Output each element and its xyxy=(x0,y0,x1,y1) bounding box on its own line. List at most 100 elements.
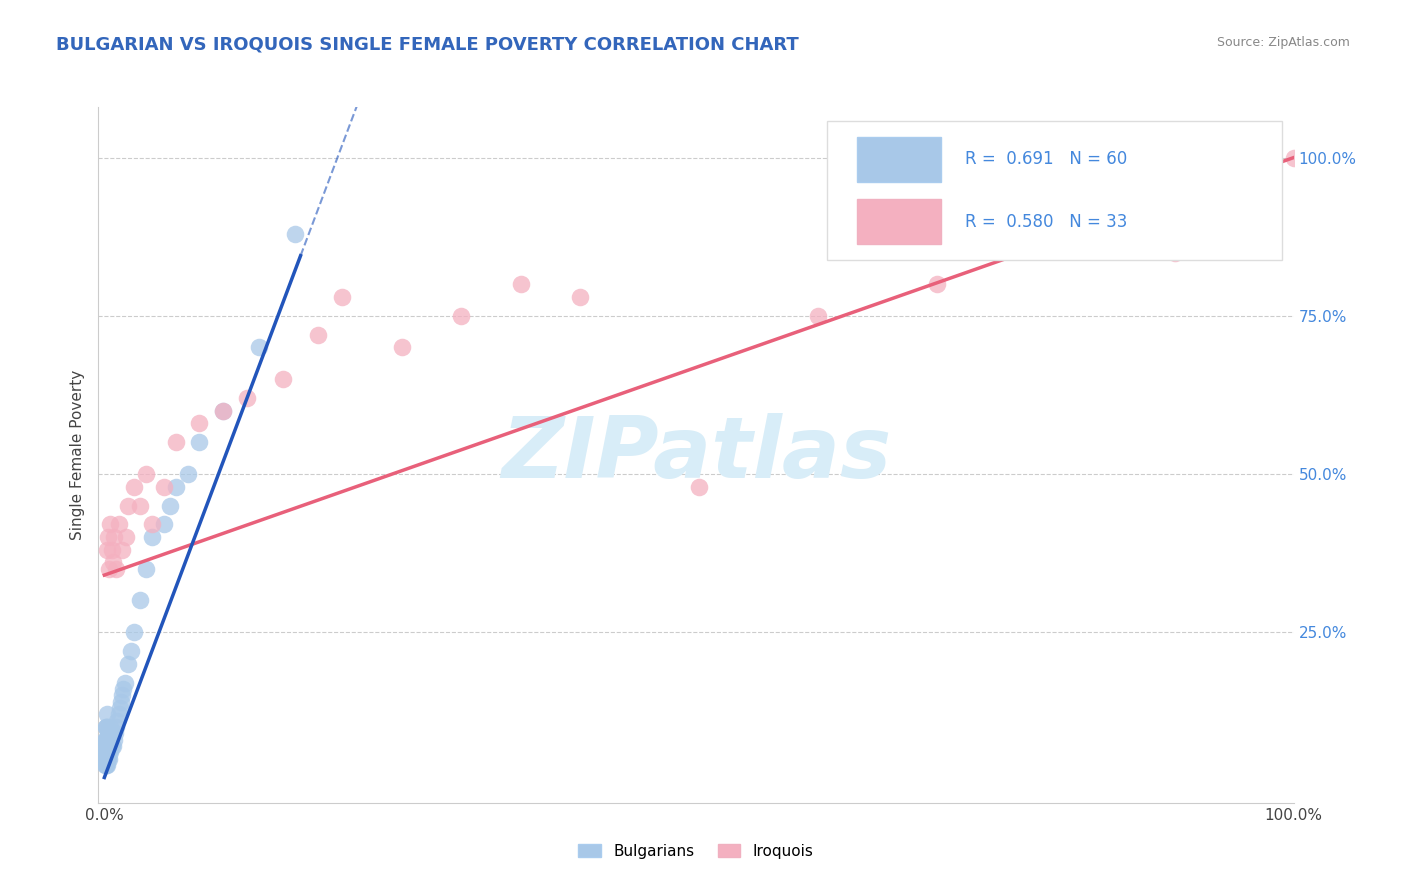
Point xyxy=(122,479,145,493)
Point xyxy=(925,277,948,292)
Point xyxy=(100,542,122,557)
Point xyxy=(97,751,120,765)
Point xyxy=(96,757,118,772)
Point xyxy=(96,739,118,753)
Point xyxy=(96,751,118,765)
Point xyxy=(96,542,118,557)
Point xyxy=(247,340,270,354)
FancyBboxPatch shape xyxy=(858,136,941,182)
Point xyxy=(188,417,211,431)
Point xyxy=(307,327,329,342)
Point xyxy=(271,372,294,386)
Point xyxy=(94,757,117,772)
Point xyxy=(94,745,117,759)
Point xyxy=(114,530,136,544)
Point xyxy=(94,757,117,772)
Point xyxy=(135,562,157,576)
Point xyxy=(112,681,135,696)
Point xyxy=(117,657,139,671)
Point xyxy=(111,542,134,557)
Point xyxy=(110,695,132,709)
Point xyxy=(100,726,122,740)
Point xyxy=(96,720,118,734)
Point xyxy=(98,751,121,765)
Point xyxy=(236,391,259,405)
Point xyxy=(188,435,211,450)
Point xyxy=(114,675,136,690)
Point xyxy=(107,517,129,532)
Point xyxy=(94,757,117,772)
Text: Source: ZipAtlas.com: Source: ZipAtlas.com xyxy=(1216,36,1350,49)
Point xyxy=(153,479,176,493)
Point xyxy=(94,745,117,759)
FancyBboxPatch shape xyxy=(858,199,941,244)
Point xyxy=(153,517,176,532)
Point xyxy=(159,499,181,513)
Point xyxy=(94,751,117,765)
Point xyxy=(98,739,121,753)
Point xyxy=(94,745,117,759)
Point xyxy=(97,745,120,759)
Point xyxy=(105,562,128,576)
Point xyxy=(94,720,117,734)
Point xyxy=(284,227,307,241)
Point xyxy=(94,720,117,734)
Point xyxy=(107,714,129,728)
Text: R =  0.691   N = 60: R = 0.691 N = 60 xyxy=(965,150,1128,169)
Point xyxy=(569,290,592,304)
Point xyxy=(330,290,353,304)
Point xyxy=(96,745,118,759)
Point xyxy=(807,309,830,323)
Point xyxy=(509,277,531,292)
Point xyxy=(122,625,145,640)
Point xyxy=(100,739,122,753)
Point xyxy=(94,732,117,747)
Point xyxy=(165,479,187,493)
Point xyxy=(107,707,129,722)
Point xyxy=(98,517,121,532)
Point xyxy=(103,530,125,544)
Point xyxy=(98,726,121,740)
Point xyxy=(94,739,117,753)
Text: ZIPatlas: ZIPatlas xyxy=(501,413,891,497)
Text: BULGARIAN VS IROQUOIS SINGLE FEMALE POVERTY CORRELATION CHART: BULGARIAN VS IROQUOIS SINGLE FEMALE POVE… xyxy=(56,36,799,54)
Point xyxy=(129,593,152,607)
Y-axis label: Single Female Poverty: Single Female Poverty xyxy=(69,370,84,540)
Point xyxy=(104,726,127,740)
Point xyxy=(108,701,131,715)
Point xyxy=(135,467,157,481)
Point xyxy=(94,739,117,753)
Point xyxy=(117,499,139,513)
Point xyxy=(98,732,121,747)
Point xyxy=(98,562,121,576)
Point xyxy=(94,732,117,747)
Point xyxy=(97,739,120,753)
Point xyxy=(450,309,472,323)
Point xyxy=(391,340,413,354)
Point xyxy=(105,720,128,734)
Point xyxy=(94,751,117,765)
Point xyxy=(101,556,124,570)
Point xyxy=(688,479,710,493)
FancyBboxPatch shape xyxy=(827,121,1282,260)
Point xyxy=(98,745,121,759)
Point xyxy=(141,517,163,532)
Point xyxy=(98,720,121,734)
Point xyxy=(120,644,142,658)
Point xyxy=(97,530,120,544)
Point xyxy=(97,726,120,740)
Point xyxy=(212,403,235,417)
Point xyxy=(176,467,198,481)
Point xyxy=(129,499,152,513)
Legend: Bulgarians, Iroquois: Bulgarians, Iroquois xyxy=(572,838,820,864)
Point xyxy=(96,707,118,722)
Point xyxy=(212,403,235,417)
Text: R =  0.580   N = 33: R = 0.580 N = 33 xyxy=(965,213,1128,231)
Point xyxy=(103,732,125,747)
Point xyxy=(101,726,124,740)
Point xyxy=(165,435,187,450)
Point xyxy=(1282,151,1305,165)
Point xyxy=(94,732,117,747)
Point xyxy=(111,688,134,702)
Point xyxy=(141,530,163,544)
